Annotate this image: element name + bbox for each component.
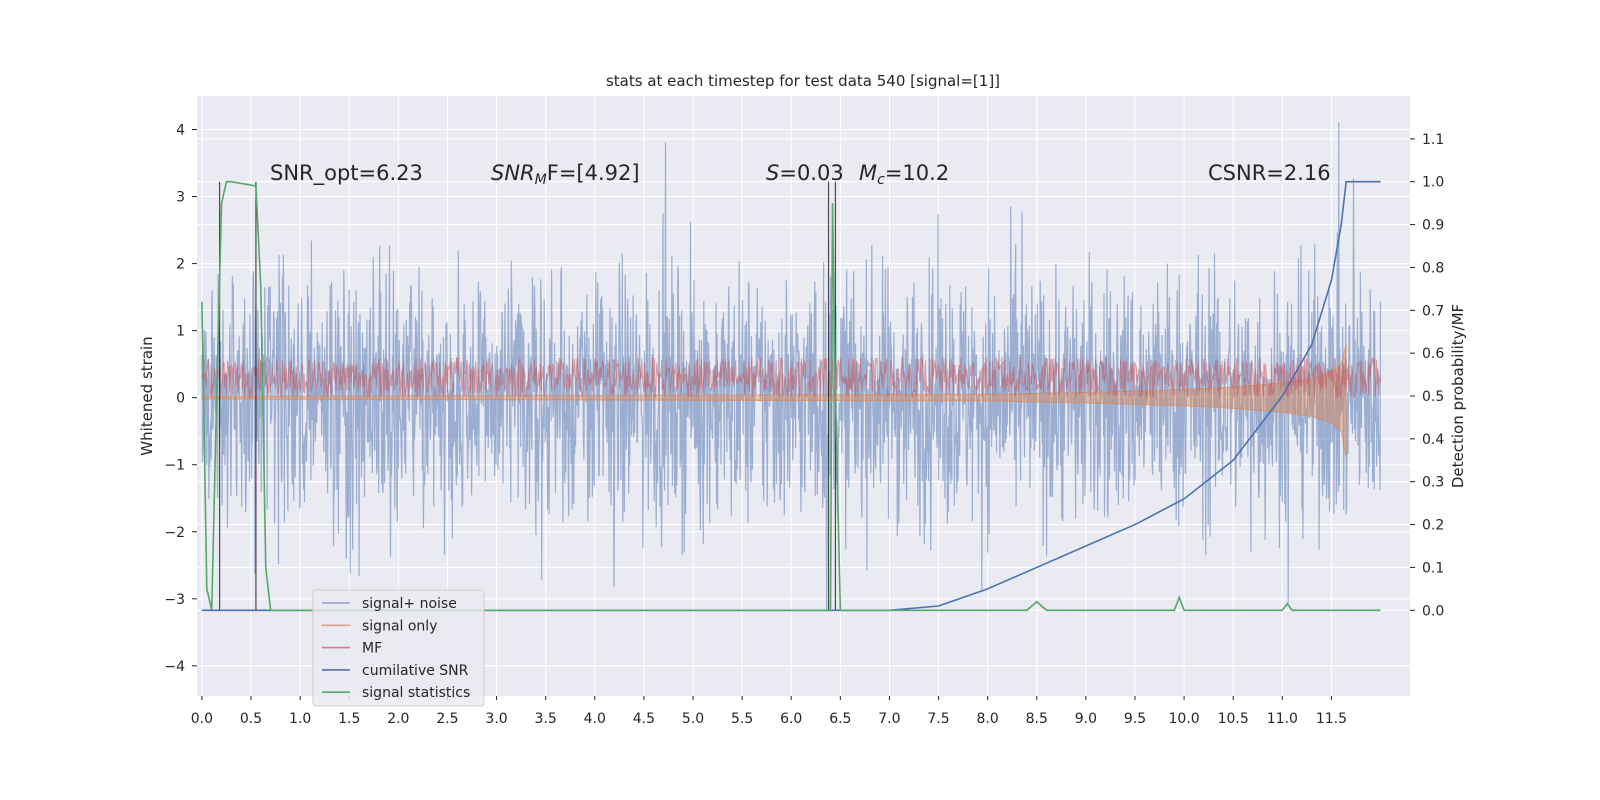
x-tick-label: 7.5 bbox=[927, 711, 949, 727]
x-tick-label: 3.5 bbox=[535, 711, 557, 727]
annotation-snr-opt: SNR_opt=6.23 bbox=[270, 161, 423, 186]
x-tick-label: 6.5 bbox=[829, 711, 851, 727]
y-tick-label: 3 bbox=[176, 190, 185, 206]
annotation-mc: Mc=10.2 bbox=[859, 161, 949, 188]
legend-box bbox=[312, 589, 485, 707]
x-tick-label: 4.0 bbox=[584, 711, 606, 727]
plot-area bbox=[201, 122, 1382, 612]
legend-label: signal statistics bbox=[362, 685, 470, 701]
x-tick-label: 11.0 bbox=[1267, 711, 1298, 727]
x-tick-label: 4.5 bbox=[633, 711, 655, 727]
legend-label: signal+ noise bbox=[362, 596, 457, 612]
x-tick-label: 5.0 bbox=[682, 711, 704, 727]
x-tick-label: 9.0 bbox=[1075, 711, 1097, 727]
x-tick-label: 10.0 bbox=[1169, 711, 1200, 727]
annotation-snr-mf-subscript: M bbox=[535, 172, 547, 188]
x-tick-label: 7.0 bbox=[878, 711, 900, 727]
legend-label: MF bbox=[362, 641, 382, 657]
y-tick-label: −4 bbox=[164, 659, 185, 675]
y-right-tick-label: 1.0 bbox=[1422, 175, 1444, 191]
annotation-s: S=0.03 bbox=[766, 161, 844, 185]
x-tick-label: 9.5 bbox=[1124, 711, 1146, 727]
y-right-tick-label: 0.9 bbox=[1422, 218, 1444, 234]
series-cumulative-snr-line bbox=[201, 180, 1381, 612]
x-tick-label: 5.5 bbox=[731, 711, 753, 727]
y-right-tick-label: 0.2 bbox=[1422, 518, 1444, 534]
y-tick-label: −1 bbox=[164, 458, 185, 474]
x-tick-label: 2.5 bbox=[436, 711, 458, 727]
legend: signal+ noise signal only MF cumilative SNR… bbox=[312, 589, 485, 707]
y-right-tick-label: 0.0 bbox=[1422, 603, 1444, 619]
y-right-tick-label: 1.1 bbox=[1422, 132, 1444, 148]
y-tick-label: 1 bbox=[176, 324, 185, 340]
x-tick-label: 0.5 bbox=[240, 711, 262, 727]
annotation-s-value: =0.03 bbox=[779, 161, 843, 185]
x-tick-label: 0.0 bbox=[191, 711, 213, 727]
x-tick-label: 6.0 bbox=[780, 711, 802, 727]
annotation-mc-value: =10.2 bbox=[885, 161, 949, 185]
x-tick-label: 8.0 bbox=[977, 711, 999, 727]
series-signal-noise-line bbox=[201, 122, 1382, 610]
series-signal-only-area bbox=[201, 343, 1347, 459]
y-axis-label: Whitened strain bbox=[138, 336, 156, 455]
legend-label: cumilative SNR bbox=[362, 663, 469, 679]
y-tick-label: −3 bbox=[164, 592, 185, 608]
chart-title: stats at each timestep for test data 540… bbox=[606, 72, 1000, 90]
y-tick-label: 0 bbox=[176, 391, 185, 407]
x-tick-label: 3.0 bbox=[485, 711, 507, 727]
y-right-tick-label: 0.5 bbox=[1422, 389, 1444, 405]
legend-label: signal only bbox=[362, 618, 437, 634]
y-axis-right-label: Detection probability/MF bbox=[1449, 304, 1467, 488]
series-signal-statistics-line bbox=[201, 180, 1381, 612]
y-right-tick-label: 0.7 bbox=[1422, 303, 1444, 319]
x-tick-label: 8.5 bbox=[1026, 711, 1048, 727]
y-tick-label: −2 bbox=[164, 525, 185, 541]
x-tick-label: 10.5 bbox=[1218, 711, 1249, 727]
annotation-snr-mf-value: F=[4.92] bbox=[547, 161, 640, 185]
annotation-mc-symbol: M bbox=[859, 161, 877, 185]
annotation-mc-subscript: c bbox=[877, 172, 885, 188]
x-tick-label: 11.5 bbox=[1316, 711, 1347, 727]
ticks: 0.0 0.5 1.0 1.5 2.0 2.5 3.0 3.5 4.0 4.5 5.0 5.5 6.0 6… bbox=[164, 123, 1444, 727]
series-mf-line bbox=[201, 355, 1381, 399]
y-right-tick-label: 0.1 bbox=[1422, 560, 1444, 576]
x-tick-label: 2.0 bbox=[387, 711, 409, 727]
annotation-csnr: CSNR=2.16 bbox=[1208, 161, 1331, 185]
y-right-tick-label: 0.6 bbox=[1422, 346, 1444, 362]
annotation-snr-mf: SNRMF=[4.92] bbox=[491, 161, 640, 188]
y-tick-label: 2 bbox=[176, 257, 185, 273]
y-right-tick-label: 0.8 bbox=[1422, 260, 1444, 276]
y-tick-label: 4 bbox=[176, 123, 185, 139]
annotation-snr-mf-symbol: SNR bbox=[491, 161, 535, 185]
y-right-tick-label: 0.3 bbox=[1422, 475, 1444, 491]
y-right-tick-label: 0.4 bbox=[1422, 432, 1444, 448]
annotation-s-symbol: S bbox=[766, 161, 779, 185]
x-tick-label: 1.5 bbox=[338, 711, 360, 727]
x-tick-label: 1.0 bbox=[289, 711, 311, 727]
